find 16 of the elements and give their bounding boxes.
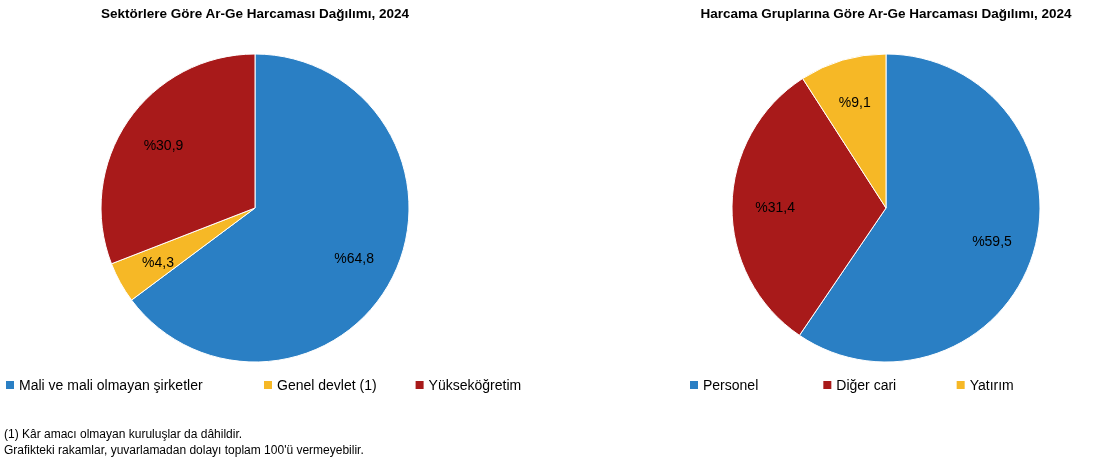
- data-label: %4,3: [142, 253, 175, 270]
- legend-label: Diğer cari: [836, 377, 897, 393]
- text: (1) Kâr amacı olmayan kuruluşlar da dâhildir.: [4, 427, 243, 441]
- chart-title: Sektörlere Göre Ar-Ge Harcaması Dağılımı, 2024: [101, 6, 410, 21]
- data-label: %31,4: [755, 198, 796, 215]
- data-label: %30,9: [143, 137, 184, 154]
- text: Grafikteki rakamlar, yuvarlamadan dolayı toplam 100'ü vermeyebilir.: [4, 443, 364, 457]
- data-label: %9,1: [838, 93, 871, 110]
- chart-title: Harcama Gruplarına Göre Ar-Ge Harcaması Dağılımı, 2024: [700, 6, 1072, 21]
- data-label: %59,5: [972, 232, 1013, 249]
- legend-label: Genel devlet (1): [277, 377, 377, 393]
- legend-label: Yatırım: [969, 377, 1014, 393]
- legend-label: Mali ve mali olmayan şirketler: [19, 377, 203, 393]
- legend-label: Personel: [703, 377, 759, 393]
- legend-label: Yükseköğretim: [428, 377, 522, 393]
- data-label: %64,8: [334, 249, 375, 266]
